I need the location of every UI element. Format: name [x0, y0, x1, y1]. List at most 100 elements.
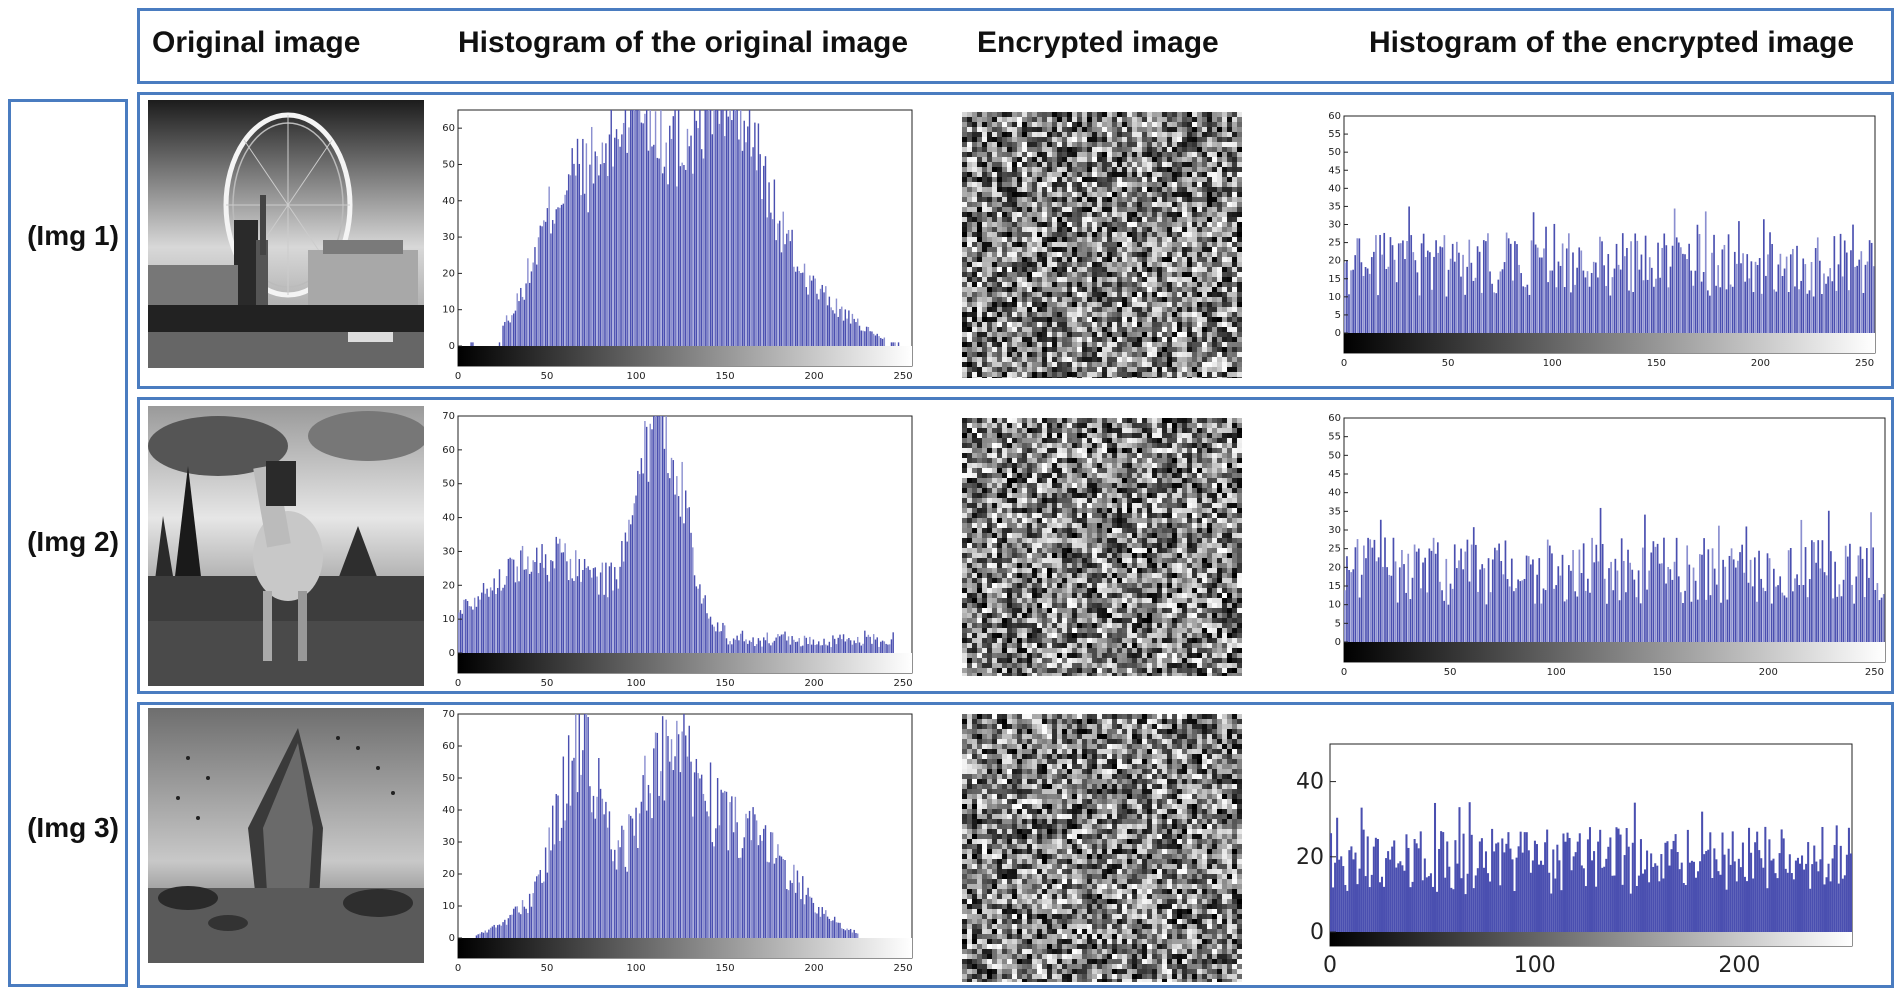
histogram-bar: [686, 508, 689, 653]
histogram-bar: [1437, 252, 1439, 333]
histogram-bar: [573, 163, 575, 346]
histogram-bar: [1839, 845, 1842, 932]
histogram-bar: [1572, 550, 1574, 642]
col-header-histogram-original: Histogram of the original image: [458, 26, 909, 59]
histogram-bar: [665, 719, 667, 938]
histogram-bar: [1715, 859, 1718, 932]
histogram-bar: [807, 294, 809, 346]
histogram-bar: [1847, 827, 1850, 932]
histogram-bar: [685, 735, 687, 938]
histogram-bar: [1379, 519, 1382, 642]
histogram-bar: [548, 186, 550, 346]
histogram-bar: [1690, 860, 1693, 932]
histogram-bar: [601, 798, 604, 938]
histogram-bar: [725, 791, 728, 938]
x-tick-label: 50: [541, 963, 554, 974]
histogram-bar: [1737, 560, 1739, 642]
histogram-bar: [1542, 588, 1545, 642]
histogram-bar: [1489, 592, 1492, 642]
x-tick-label: 0: [455, 678, 461, 689]
histogram-bar: [814, 278, 816, 346]
histogram-bar: [645, 110, 648, 346]
histogram-bar: [502, 922, 504, 938]
histogram-bar: [860, 645, 862, 653]
histogram-bar: [1390, 575, 1393, 642]
histogram-bar: [1568, 838, 1571, 932]
histogram-bar: [732, 638, 735, 653]
histogram-bar: [505, 576, 508, 653]
histogram-bar: [1808, 290, 1811, 333]
histogram-bar: [674, 494, 676, 653]
histogram-bar: [1489, 881, 1492, 932]
histogram-bar: [1794, 286, 1796, 333]
histogram-bar: [1692, 861, 1695, 932]
x-tick-label: 250: [894, 371, 913, 382]
histogram-bar: [670, 739, 673, 938]
histogram-bar: [1728, 555, 1731, 642]
histogram-bar: [546, 574, 549, 653]
histogram-bar: [818, 641, 820, 653]
histogram-bar: [1493, 292, 1495, 333]
y-tick-label: 40: [442, 805, 455, 816]
histogram-bar: [1739, 867, 1742, 932]
x-tick-label: 100: [626, 963, 645, 974]
histogram-bar: [677, 110, 680, 346]
histogram-bar: [727, 644, 729, 653]
histogram-bar: [1358, 597, 1361, 642]
histogram-bar: [667, 473, 669, 653]
histogram-bar: [1849, 543, 1851, 642]
histogram-bar: [1561, 243, 1564, 333]
x-tick-label: 100: [1547, 667, 1566, 678]
histogram-bar: [1629, 562, 1631, 642]
histogram-bar: [599, 164, 602, 346]
histogram-bar: [748, 810, 751, 938]
histogram-bar: [1509, 848, 1512, 932]
y-tick-label: 5: [1335, 310, 1341, 321]
histogram-bar: [1400, 243, 1402, 333]
histogram-bar: [628, 127, 630, 346]
histogram-bar: [842, 929, 845, 938]
histogram-bar: [1578, 833, 1581, 932]
histogram-bar: [1358, 868, 1361, 932]
x-tick-label: 200: [1751, 358, 1770, 369]
histogram-bar: [1621, 233, 1624, 333]
row-label-img3: (Img 3): [27, 812, 119, 843]
histogram-bar: [518, 912, 520, 938]
histogram-bar: [881, 640, 884, 653]
histogram-bar: [796, 266, 799, 346]
histogram-bar: [683, 714, 685, 938]
colorbar: [1330, 932, 1852, 946]
histogram-bar: [679, 516, 682, 653]
histogram-bar: [612, 861, 614, 938]
histogram-bar: [715, 828, 717, 938]
histogram-bar: [1810, 261, 1813, 333]
histogram-bar: [1719, 287, 1722, 333]
histogram-bar: [1814, 248, 1817, 333]
histogram-bar: [1456, 568, 1458, 642]
y-tick-label: 40: [442, 513, 455, 524]
histogram-bar: [775, 857, 777, 938]
histogram-bar: [1470, 544, 1473, 642]
histogram-bar: [663, 448, 666, 653]
histogram-bar: [1385, 269, 1388, 333]
histogram-bar: [1599, 236, 1601, 333]
histogram-bar: [768, 643, 770, 653]
histogram-bar: [1364, 876, 1367, 932]
histogram-bar: [601, 142, 604, 346]
histogram-bar: [1616, 570, 1619, 642]
histogram-bar: [461, 613, 463, 653]
histogram-bar: [1481, 564, 1484, 642]
histogram-bar: [1601, 543, 1604, 642]
histogram-bar: [527, 556, 529, 653]
histogram-bar: [670, 138, 673, 346]
x-tick-label: 200: [1718, 953, 1760, 978]
histogram-bar: [1827, 276, 1829, 333]
histogram-bar: [1540, 603, 1543, 642]
histogram-bar: [846, 928, 848, 938]
histogram-bar: [539, 225, 541, 346]
histogram-bar: [658, 158, 660, 346]
histogram-bar: [1599, 507, 1602, 642]
y-tick-label: 70: [442, 411, 455, 422]
histogram-bar: [1530, 240, 1533, 333]
histogram-bar: [1779, 576, 1782, 642]
